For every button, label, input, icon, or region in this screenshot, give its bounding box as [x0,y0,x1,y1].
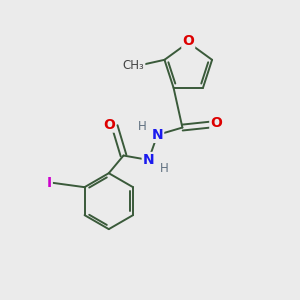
Text: O: O [182,34,194,48]
Text: H: H [138,120,147,133]
Text: O: O [103,118,115,132]
Text: N: N [152,128,163,142]
Text: H: H [160,162,169,175]
Text: O: O [210,116,222,130]
Text: N: N [143,153,154,167]
Text: I: I [47,176,52,190]
Text: CH₃: CH₃ [123,59,144,72]
